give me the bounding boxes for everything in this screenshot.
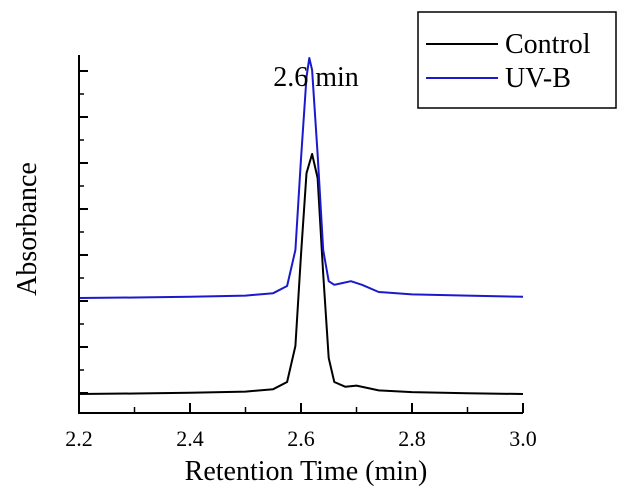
- series-line-uvb: [78, 57, 524, 299]
- y-axis-title: Absorbance: [12, 162, 43, 296]
- x-tick-label: 3.0: [509, 426, 537, 451]
- series-line-control: [78, 153, 524, 395]
- x-tick-label: 2.6: [287, 426, 315, 451]
- axes-layer: [78, 55, 523, 414]
- x-ticks: [78, 403, 524, 413]
- x-tick-label: 2.8: [398, 426, 426, 451]
- legend: Control UV-B: [417, 11, 617, 109]
- legend-label-control: Control: [505, 29, 591, 60]
- legend-label-uvb: UV-B: [505, 63, 571, 94]
- legend-box: [417, 11, 617, 109]
- x-tick-labels: 2.2 2.4 2.6 2.8 3.0: [65, 426, 537, 451]
- x-tick-label: 2.4: [176, 426, 204, 451]
- series-layer: [78, 57, 524, 395]
- y-ticks: [79, 70, 88, 394]
- x-axis-title: Retention Time (min): [185, 456, 428, 487]
- peak-annotation: 2.6 min: [273, 62, 359, 93]
- x-tick-label: 2.2: [65, 426, 93, 451]
